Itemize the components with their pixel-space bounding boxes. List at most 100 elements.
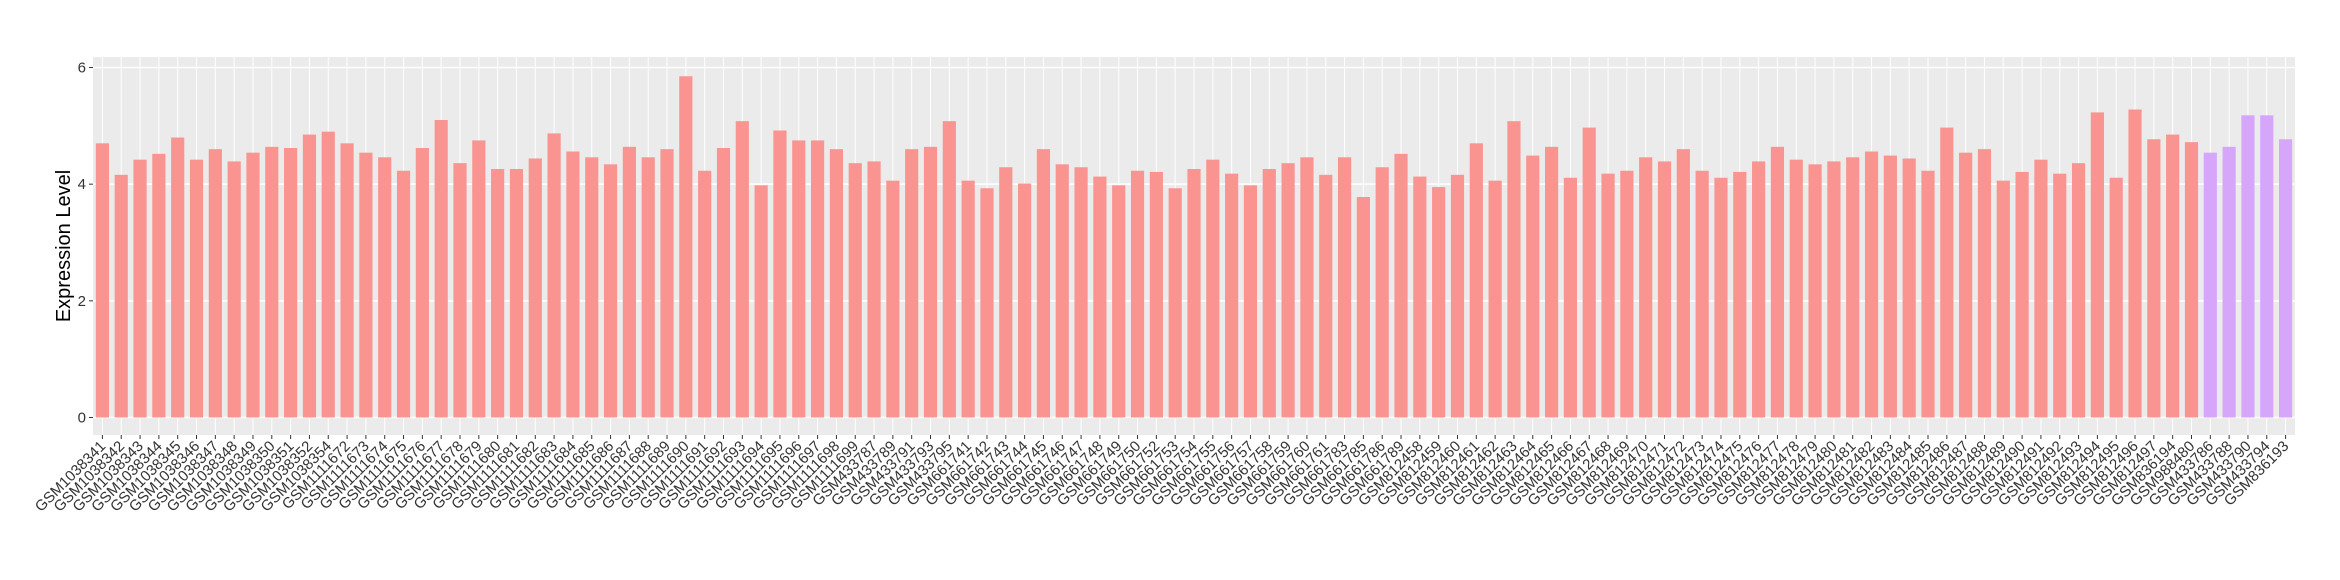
bar — [1827, 161, 1841, 418]
bar — [2166, 134, 2180, 418]
bar — [622, 146, 636, 418]
bar — [1808, 164, 1822, 418]
bar — [453, 163, 467, 418]
bar — [359, 152, 373, 418]
bar — [1563, 177, 1577, 418]
bar — [1375, 167, 1389, 418]
bar — [2203, 152, 2217, 418]
bar — [1225, 173, 1239, 418]
bar — [2279, 139, 2293, 418]
bar — [1187, 169, 1201, 418]
bar — [1206, 159, 1220, 418]
bar — [472, 140, 486, 418]
bar — [1450, 174, 1465, 418]
bar — [679, 76, 693, 418]
bar — [886, 180, 900, 418]
bar — [641, 157, 655, 418]
bar — [1036, 149, 1051, 418]
bar — [114, 174, 128, 418]
bar — [1846, 157, 1860, 418]
y-tick-label: 6 — [78, 60, 86, 77]
bar — [284, 148, 298, 418]
bar — [2260, 115, 2274, 418]
bar — [867, 161, 881, 418]
bar — [171, 137, 185, 418]
bar — [2015, 171, 2029, 418]
bar — [1300, 157, 1314, 418]
bar — [1864, 151, 1879, 418]
bar — [2184, 142, 2199, 418]
bar — [1055, 164, 1069, 418]
bar — [1168, 188, 1182, 418]
bar — [265, 146, 279, 418]
bar — [1940, 127, 1954, 418]
bar — [2090, 112, 2104, 418]
y-axis-label: Expression Level — [53, 170, 75, 322]
bar — [434, 120, 448, 418]
bar — [2222, 146, 2236, 418]
bar — [905, 149, 919, 418]
bar — [302, 134, 317, 418]
bar — [1620, 170, 1634, 418]
bar — [1902, 158, 1916, 418]
bar — [1243, 185, 1258, 418]
bar — [999, 167, 1013, 418]
bar — [1714, 177, 1728, 418]
bar — [1959, 152, 1973, 418]
bar — [189, 159, 204, 418]
bar — [1281, 163, 1295, 418]
bar — [1526, 155, 1540, 418]
bar — [1752, 161, 1766, 418]
bar — [1413, 176, 1427, 418]
bar — [2109, 177, 2123, 418]
bar — [1770, 146, 1785, 418]
bar — [1394, 153, 1408, 418]
bar — [378, 157, 392, 418]
bar — [660, 149, 674, 418]
y-tick-label: 2 — [78, 293, 86, 310]
bar — [396, 170, 411, 418]
bar — [1657, 161, 1672, 418]
bar — [1977, 149, 1992, 418]
bar — [1545, 146, 1559, 418]
bar — [152, 153, 166, 418]
bar — [340, 143, 354, 418]
y-tick-label: 4 — [78, 176, 86, 193]
bar — [811, 140, 825, 418]
bar — [735, 121, 749, 418]
bar — [1488, 180, 1502, 418]
bar — [415, 148, 429, 418]
bar — [95, 143, 109, 418]
bar — [1883, 155, 1897, 418]
bar — [491, 169, 505, 418]
bar — [1262, 169, 1276, 418]
bar — [2034, 159, 2048, 418]
bar — [2147, 139, 2161, 418]
bar — [1695, 170, 1709, 418]
bar — [321, 131, 335, 418]
bar — [848, 163, 862, 418]
bar — [566, 151, 580, 418]
bar — [1582, 127, 1596, 418]
bar — [1996, 180, 2010, 418]
bar — [1507, 121, 1521, 418]
bar — [1149, 171, 1163, 418]
bar — [698, 170, 712, 418]
bar — [208, 149, 222, 418]
bar — [1319, 174, 1333, 418]
bar — [1356, 197, 1370, 418]
bar — [1130, 170, 1145, 418]
bar — [1469, 143, 1483, 418]
bar — [716, 148, 731, 418]
bar — [1018, 183, 1032, 418]
bar — [1601, 173, 1615, 418]
bar — [528, 158, 542, 418]
bar — [1093, 176, 1107, 418]
bar — [1733, 171, 1747, 418]
y-tick-label: 0 — [78, 410, 86, 427]
bar — [1789, 159, 1803, 418]
bar — [1074, 167, 1088, 418]
bar — [509, 169, 524, 418]
